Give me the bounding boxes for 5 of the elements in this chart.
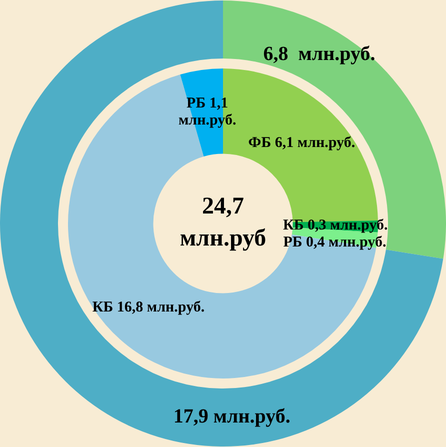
slice-label: КБ 16,8 млн.руб. (92, 299, 205, 316)
slice-label: ФБ 6,1 млн.руб. (248, 135, 356, 152)
text: 24,7 млн.руб (180, 194, 266, 252)
slice-label: РБ 0,4 млн.руб. (283, 234, 386, 251)
data-label: 17,9 млн.руб. (173, 405, 290, 428)
